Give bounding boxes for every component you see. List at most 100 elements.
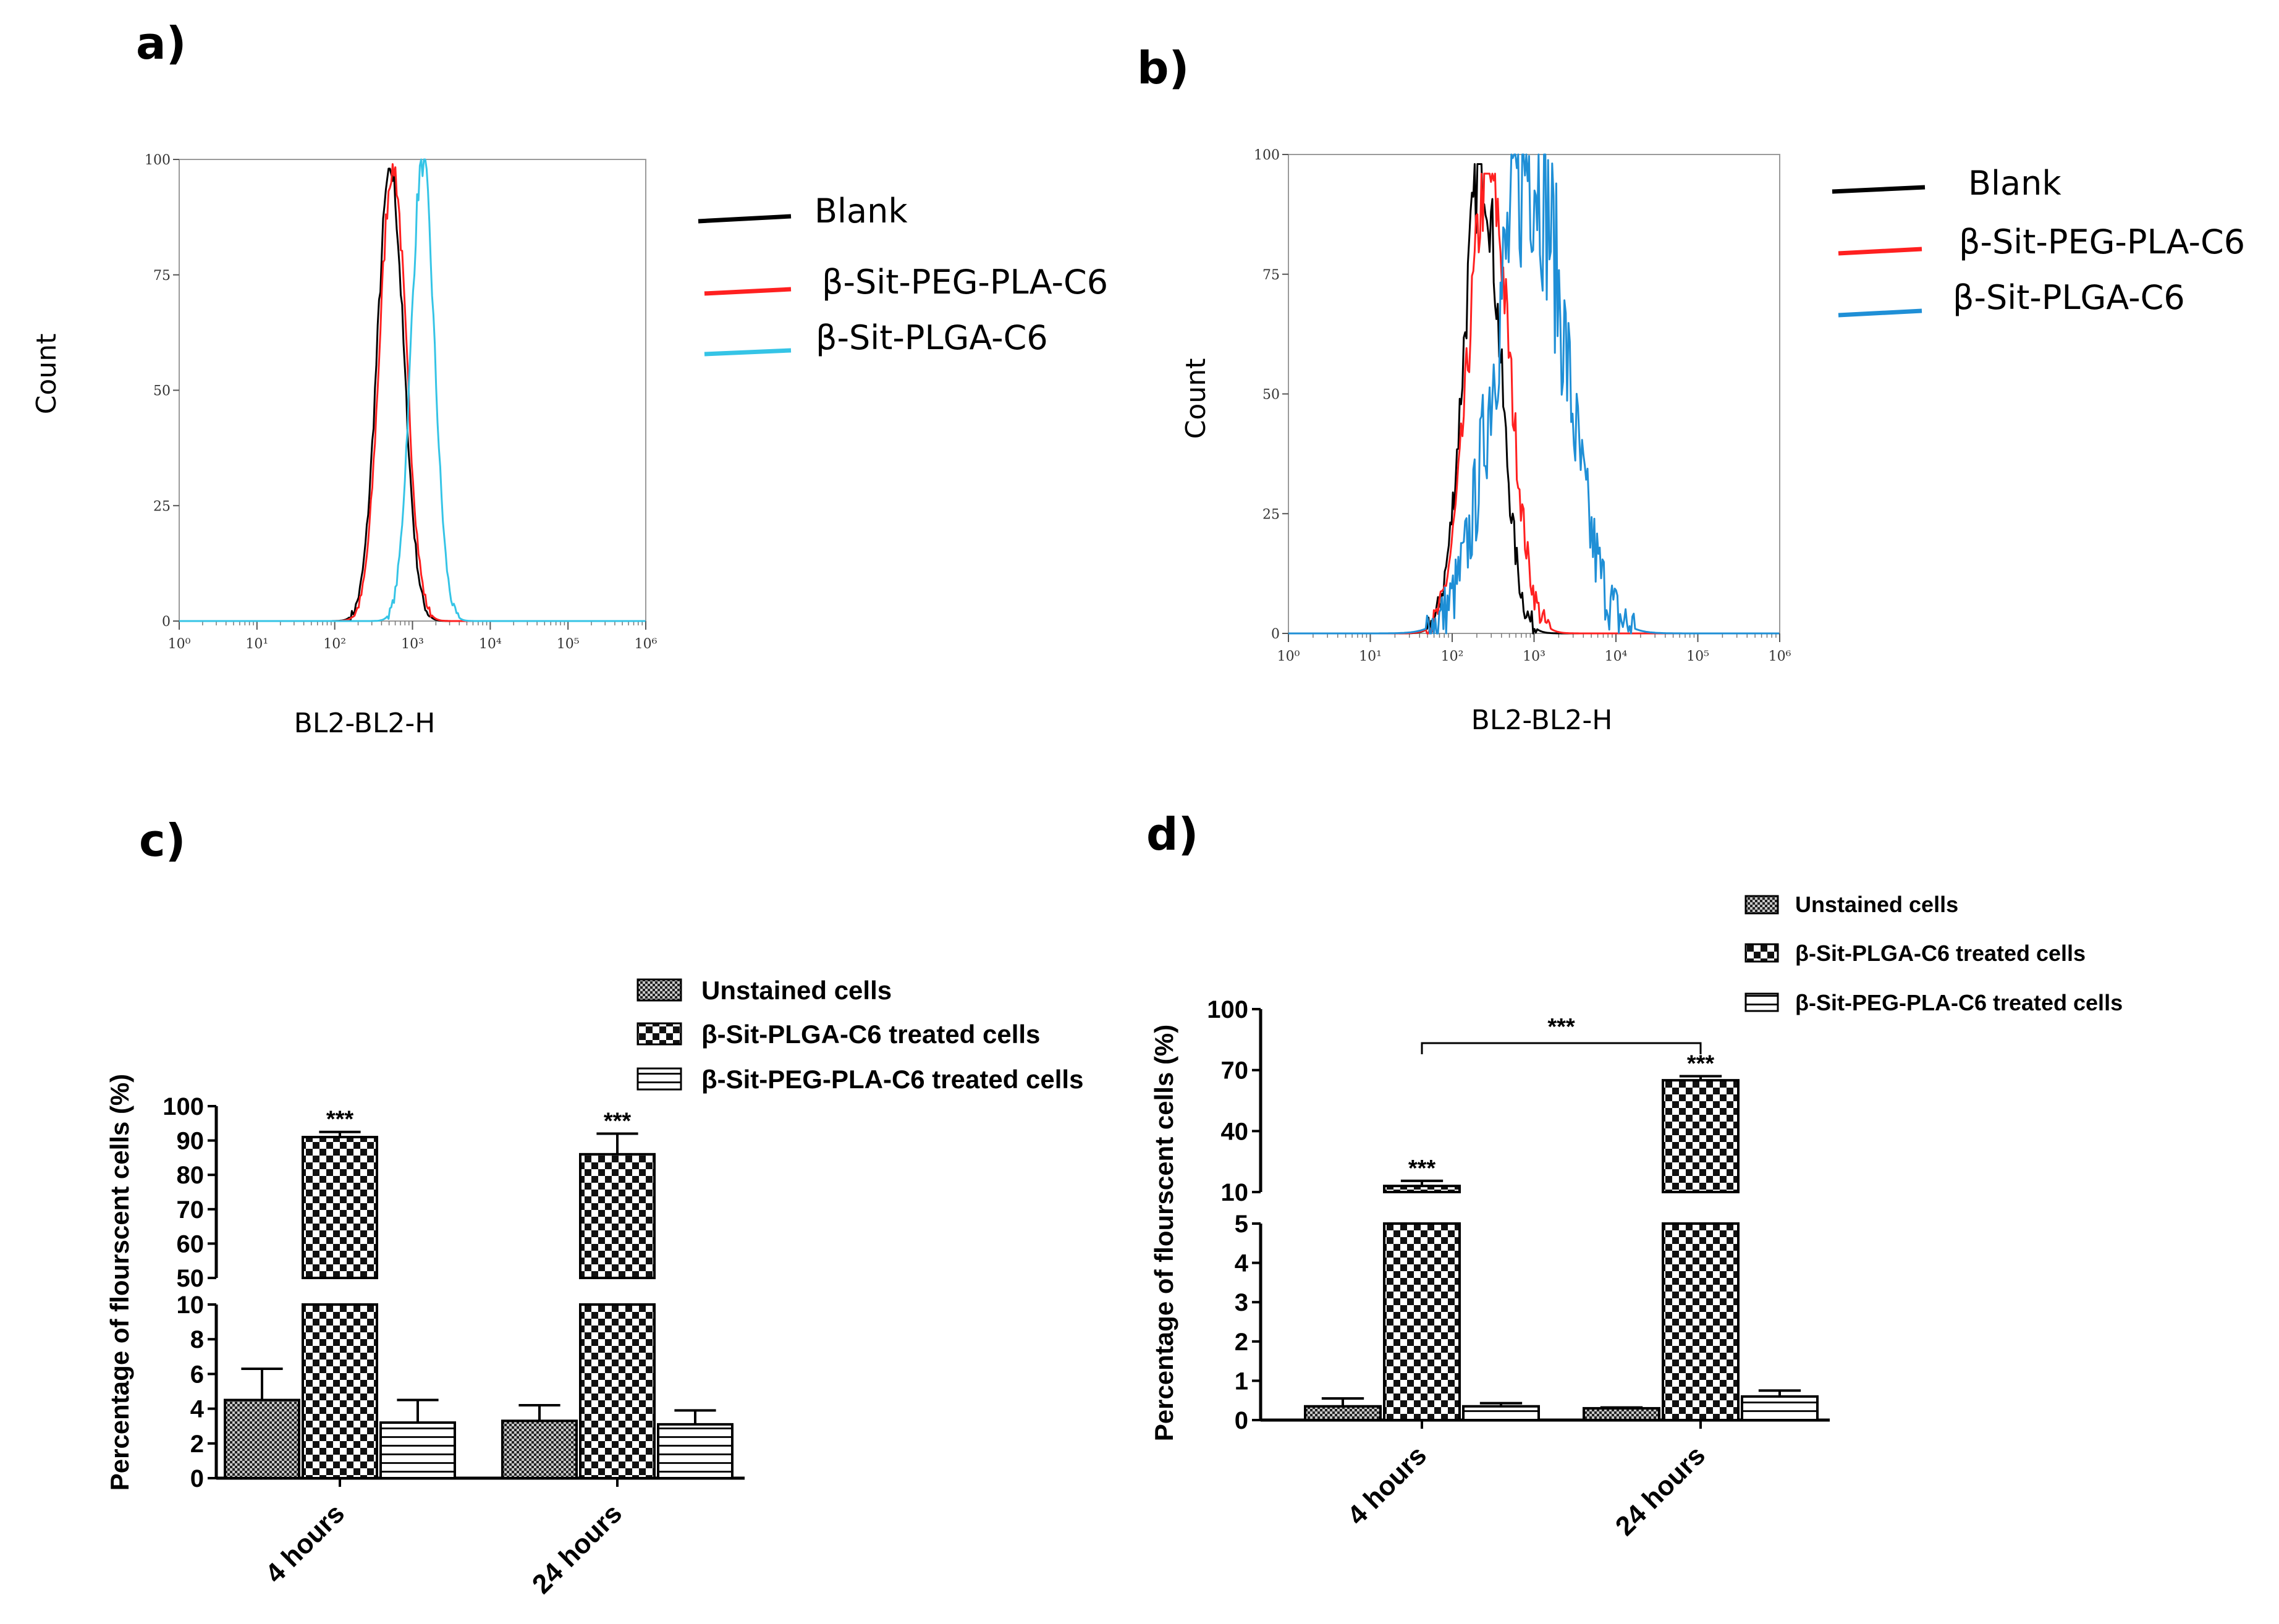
bar-0-0 (224, 1398, 300, 1480)
y-tick-label: 25 (1262, 507, 1280, 522)
bar-2-1 (1741, 1395, 1819, 1422)
panel-d: d) 0 1 2 3 4 5 10 40 70 100 *** 4 hours *** 24 hours *… (1146, 808, 2123, 1542)
panel-a: a) 0 25 50 75 100 10⁰ 10¹ 10² 10³ 10⁴ 10⁵ 10⁶ Count… (31, 17, 1108, 739)
legend-label-unstained-c: Unstained cells (701, 976, 892, 1005)
panel-c-ylabel: Percentage of flourscent cells (%) (105, 1074, 134, 1491)
x-tick-label: 10⁶ (635, 636, 657, 652)
bar-1-0-lower (302, 1303, 378, 1479)
x-tick-label: 10⁴ (1605, 649, 1628, 664)
category-label: 4 hours (1342, 1440, 1432, 1531)
bar-1-0-lower (1383, 1222, 1461, 1421)
panel-b-ylabel: Count (1180, 358, 1212, 439)
y-tick-label: 70 (1221, 1057, 1249, 1085)
panel-c-label: c) (139, 814, 186, 866)
bar-1-1-lower (1662, 1222, 1740, 1421)
y-tick-label: 2 (1235, 1329, 1248, 1356)
panel-c-legend: Unstained cells β-Sit-PLGA-C6 treated ce… (636, 976, 1083, 1094)
bar-2-0 (379, 1421, 456, 1480)
bar-1-1-upper (579, 1152, 656, 1279)
legend-swatch-unstained-d (1744, 895, 1779, 915)
y-tick-label: 50 (153, 384, 171, 399)
legend-line-blank (698, 214, 792, 224)
y-tick-label: 100 (1207, 996, 1248, 1023)
y-tick-label: 4 (190, 1396, 205, 1423)
panel-a-ylabel: Count (31, 334, 62, 415)
y-tick-label: 40 (1221, 1118, 1249, 1145)
legend-line-peg-b (1838, 247, 1922, 256)
histogram-a: 0 25 50 75 100 10⁰ 10¹ 10² 10³ 10⁴ 10⁵ 10⁶ (145, 153, 657, 652)
significance-mark: *** (604, 1108, 632, 1134)
x-tick-label: 10² (1441, 649, 1464, 664)
series-line-2 (1288, 153, 1780, 635)
legend-label-plga-c: β-Sit-PLGA-C6 treated cells (701, 1020, 1040, 1049)
x-tick-label: 10¹ (1359, 649, 1382, 664)
series-line-1 (179, 163, 646, 622)
x-tick-label: 10⁵ (1686, 649, 1709, 664)
x-tick-label: 10⁵ (557, 636, 580, 652)
legend-label-blank: Blank (814, 192, 908, 230)
category-label: 4 hours (260, 1498, 350, 1589)
y-tick-label: 6 (190, 1361, 204, 1388)
legend-label-peg-c: β-Sit-PEG-PLA-C6 treated cells (701, 1065, 1083, 1094)
x-tick-label: 10⁶ (1769, 649, 1791, 664)
y-tick-label: 8 (190, 1326, 204, 1353)
y-tick-label: 50 (1262, 387, 1280, 403)
y-tick-label: 50 (177, 1265, 205, 1292)
significance-mark: *** (1408, 1156, 1436, 1182)
panel-a-xlabel: BL2-BL2-H (294, 708, 436, 739)
x-tick-label: 10⁰ (1277, 649, 1300, 664)
panel-d-label: d) (1146, 808, 1198, 860)
histogram-b: 0 25 50 75 100 10⁰ 10¹ 10² 10³ 10⁴ 10⁵ 10⁶ (1254, 148, 1791, 664)
legend-label-plga: β-Sit-PLGA-C6 (816, 318, 1048, 357)
bar-2-0 (1462, 1405, 1540, 1421)
y-tick-label: 10 (177, 1292, 205, 1319)
y-tick-label: 80 (177, 1162, 205, 1189)
legend-swatch-unstained-c (636, 978, 682, 1002)
bar-0-1 (501, 1419, 578, 1480)
legend-line-plga (704, 348, 792, 357)
x-tick-label: 10³ (1523, 649, 1545, 664)
y-tick-label: 70 (177, 1196, 205, 1224)
bar-2-1 (657, 1423, 734, 1479)
legend-line-peg (704, 287, 792, 296)
plot-frame (179, 159, 646, 622)
panel-b: b) 0 25 50 75 100 10⁰ 10¹ 10² 10³ 10⁴ 10⁵ 10⁶ Count… (1137, 42, 2245, 736)
legend-swatch-plga-d (1744, 943, 1779, 963)
legend-label-plga-d: β-Sit-PLGA-C6 treated cells (1795, 941, 2086, 966)
legend-line-blank-b (1832, 185, 1926, 194)
legend-label-peg-b: β-Sit-PEG-PLA-C6 (1959, 222, 2245, 261)
series-line-0 (179, 167, 646, 622)
legend-swatch-plga-c (636, 1022, 682, 1046)
y-tick-label: 100 (1254, 148, 1280, 163)
bar-1-0-upper (302, 1136, 378, 1280)
y-tick-label: 10 (1221, 1179, 1249, 1206)
panel-b-xlabel: BL2-BL2-H (1471, 704, 1613, 736)
legend-line-plga-b (1838, 308, 1922, 318)
y-tick-label: 0 (1235, 1407, 1248, 1434)
bar-1-1-lower (579, 1303, 656, 1479)
significance-mark: *** (1687, 1051, 1715, 1077)
y-tick-label: 1 (1235, 1368, 1248, 1395)
y-tick-label: 25 (153, 499, 171, 514)
category-label: 24 hours (1610, 1440, 1711, 1541)
x-tick-label: 10³ (401, 636, 424, 652)
y-tick-label: 5 (1235, 1211, 1248, 1238)
x-tick-label: 10² (323, 636, 346, 652)
y-tick-label: 4 (1235, 1250, 1249, 1277)
legend-swatch-peg-d (1744, 992, 1779, 1012)
y-tick-label: 100 (163, 1093, 204, 1120)
bar-0-1 (1583, 1406, 1660, 1421)
legend-swatch-peg-c (636, 1067, 682, 1091)
y-tick-label: 0 (162, 614, 171, 630)
legend-label-unstained-d: Unstained cells (1795, 892, 1958, 917)
y-tick-label: 75 (153, 268, 171, 284)
y-tick-label: 75 (1262, 268, 1280, 283)
y-tick-label: 2 (190, 1431, 204, 1458)
legend-label-peg: β-Sit-PEG-PLA-C6 (822, 263, 1108, 302)
legend-label-blank-b: Blank (1968, 164, 2061, 203)
comparison-significance: *** (1547, 1014, 1575, 1040)
panel-d-ylabel: Percentage of flourscent cells (%) (1149, 1025, 1178, 1442)
y-tick-label: 100 (145, 153, 171, 168)
